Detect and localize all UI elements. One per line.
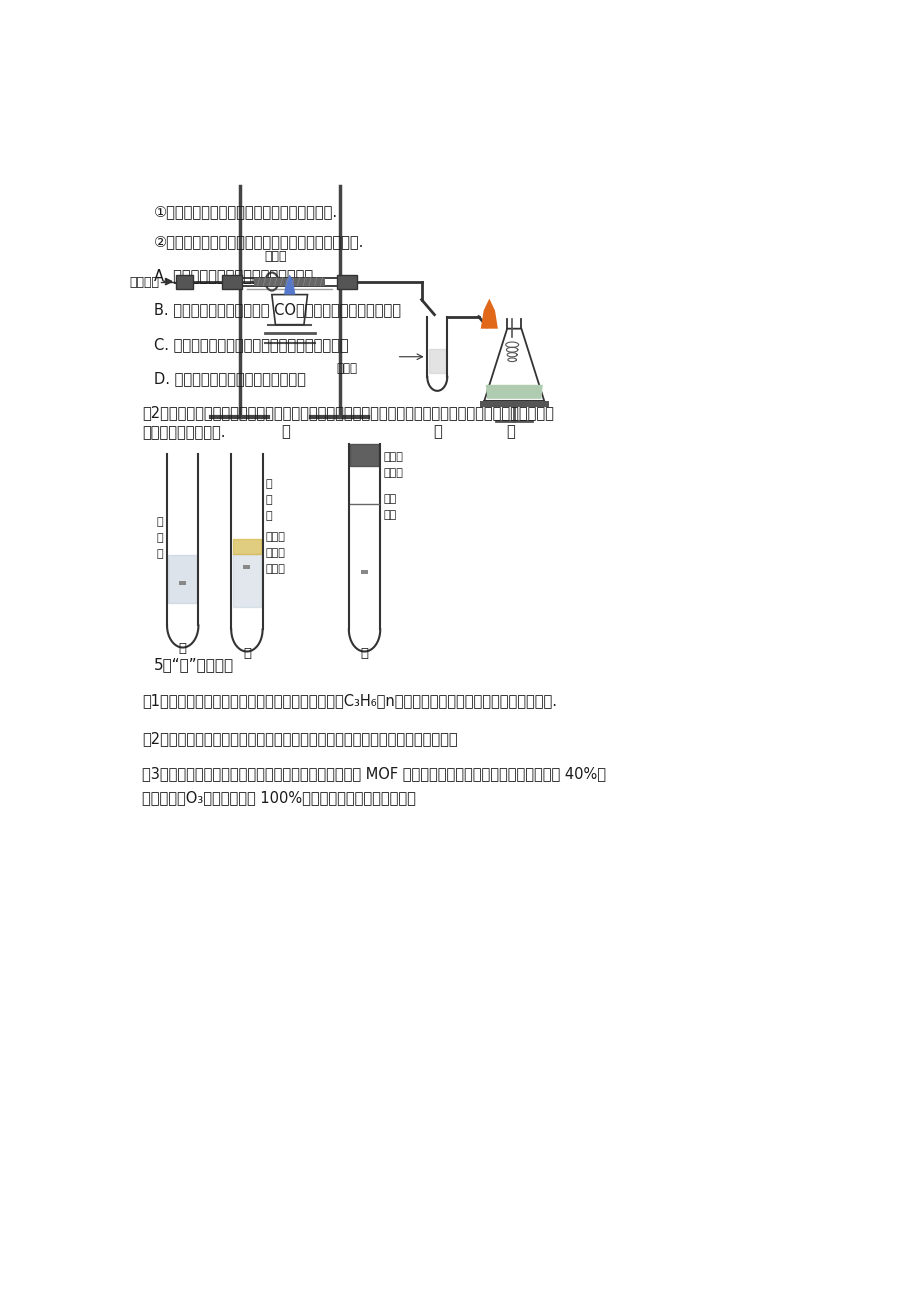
Text: 冷却的: 冷却的 (266, 548, 285, 559)
Text: 煮沸并: 煮沸并 (266, 533, 285, 542)
Bar (360, 570, 368, 574)
Text: 棉花和: 棉花和 (382, 452, 403, 462)
Polygon shape (483, 328, 544, 401)
Text: 丙: 丙 (360, 647, 369, 660)
Text: 乙: 乙 (243, 647, 251, 660)
Text: （1）医用口罩使用的燔噴布主要成分是聚丙烯（（C₃H₆）n），聚丙烯中碳、氢元素的质量比为＿＿.: （1）医用口罩使用的燔噴布主要成分是聚丙烯（（C₃H₆）n），聚丙烯中碳、氢元素… (142, 694, 557, 708)
Text: ②下列关于该实验的说法正确的是＿＿＿（填字母）.: ②下列关于该实验的说法正确的是＿＿＿（填字母）. (154, 234, 364, 250)
Text: 蒸馏水: 蒸馏水 (266, 564, 285, 574)
Text: 甲: 甲 (178, 642, 187, 655)
Text: A. 装置甲处玻璃管内黑色粉末变红棕色: A. 装置甲处玻璃管内黑色粉末变红棕色 (154, 268, 313, 284)
Text: ①写出乙处试管中的化学反应方程式＿＿＿＿.: ①写出乙处试管中的化学反应方程式＿＿＿＿. (154, 204, 338, 219)
Bar (337, 275, 357, 289)
Bar (221, 275, 242, 289)
Text: 空气: 空气 (382, 510, 396, 519)
Text: （3）北京理工大学研制出一种新型口罩。口罩中使用了 MOF 催化过滤层，在潮湿空气中（相对湿度为 40%以: （3）北京理工大学研制出一种新型口罩。口罩中使用了 MOF 催化过滤层，在潮湿空… (142, 766, 606, 781)
Polygon shape (485, 385, 542, 398)
Text: C. 丙处酒精灯的作用是尾气处理，防止污染空气: C. 丙处酒精灯的作用是尾气处理，防止污染空气 (154, 337, 348, 352)
Text: 5、“化”说口罩。: 5、“化”说口罩。 (154, 658, 234, 673)
Bar (176, 275, 193, 289)
Text: 丙: 丙 (505, 424, 515, 439)
Text: 植: 植 (266, 479, 272, 490)
Bar (179, 581, 186, 586)
Text: 油: 油 (266, 512, 272, 521)
Polygon shape (284, 275, 295, 294)
Polygon shape (254, 277, 325, 285)
Text: 甲: 甲 (281, 424, 290, 439)
Text: D. 装置甲玻璃管中发生的是置换反应: D. 装置甲玻璃管中发生的是置换反应 (154, 371, 306, 385)
Text: 乙: 乙 (433, 424, 441, 439)
Text: 一氧化碳: 一氧化碳 (129, 276, 159, 289)
Bar (243, 565, 250, 569)
Text: （2）下图的实验探究了铁生锈的条件，通过对比＿＿＿（填试管序号）两只试管的现象，可知铁生锈的条: （2）下图的实验探究了铁生锈的条件，通过对比＿＿＿（填试管序号）两只试管的现象，… (142, 405, 553, 419)
Text: 水: 水 (156, 549, 163, 560)
Text: （2）活性炭口罩具有良好的＿＿性，能有效阻隔空气中的苯、甲醇等有害气体。: （2）活性炭口罩具有良好的＿＿性，能有效阻隔空气中的苯、甲醇等有害气体。 (142, 730, 458, 746)
Text: 物: 物 (266, 495, 272, 505)
Text: 干燥: 干燥 (382, 493, 396, 504)
Text: 蒸: 蒸 (156, 517, 163, 527)
Text: 馏: 馏 (156, 534, 163, 543)
Polygon shape (481, 298, 497, 328)
Polygon shape (272, 294, 307, 324)
Text: B. 实验结束后，应先停止通 CO，然后息灭甲处的酒精噴灯: B. 实验结束后，应先停止通 CO，然后息灭甲处的酒精噴灯 (154, 302, 401, 318)
Text: 氧化铁: 氧化铁 (265, 250, 287, 263)
Polygon shape (480, 401, 548, 406)
Text: 干燥剂: 干燥剂 (382, 467, 403, 478)
Text: 上）臭氧（O₃）去除率可达 100%，反应微观示意图如图所示。: 上）臭氧（O₃）去除率可达 100%，反应微观示意图如图所示。 (142, 790, 415, 805)
Text: 石灰水: 石灰水 (335, 362, 357, 375)
Text: 件之一是与氧气接触.: 件之一是与氧气接触. (142, 424, 225, 440)
